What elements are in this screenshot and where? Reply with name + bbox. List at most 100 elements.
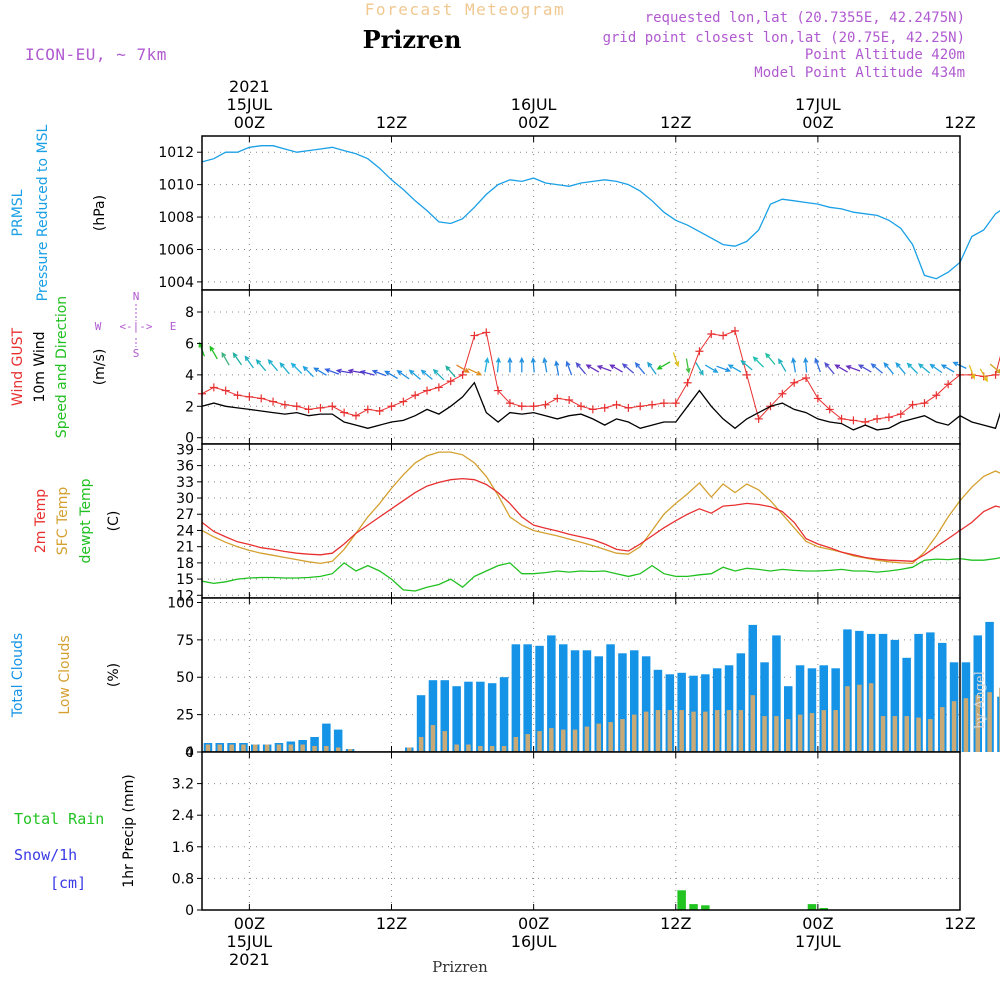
- wind-arrow: [456, 364, 470, 373]
- bar: [241, 744, 246, 752]
- ytick-label: 24: [176, 523, 194, 539]
- top-tick-label: 17JUL: [795, 95, 841, 114]
- ytick-label: 1012: [158, 145, 194, 161]
- wind-arrow: [575, 362, 586, 375]
- bar: [963, 698, 969, 752]
- wind-arrow: [870, 363, 883, 374]
- compass-cross: <-|->: [119, 320, 152, 333]
- series-10m-wind: [201, 381, 1000, 431]
- panel-temp-labels: 2m Temp SFC Temp dewpt Temp (C): [33, 478, 122, 563]
- gust-marker: [505, 399, 514, 408]
- bar: [452, 686, 461, 752]
- gust-marker: [245, 392, 254, 401]
- bar: [525, 734, 530, 752]
- bar: [951, 701, 957, 752]
- chart-footer: Prizren: [432, 958, 488, 976]
- gust-marker: [565, 396, 574, 404]
- gust-marker: [316, 403, 325, 412]
- gust-marker: [730, 326, 739, 335]
- bar: [987, 692, 992, 752]
- gust-marker: [813, 394, 822, 403]
- bar: [819, 908, 828, 910]
- bar: [760, 662, 769, 752]
- bar: [797, 714, 803, 752]
- gust-marker: [908, 400, 917, 409]
- gust-marker: [742, 370, 751, 379]
- bar: [880, 716, 886, 752]
- bar: [726, 710, 732, 752]
- bar: [985, 621, 994, 752]
- bottom-tick-label: 12Z: [944, 914, 975, 933]
- info-requested-lonlat: requested lon,lat (20.7355E, 42.2475N): [645, 10, 965, 26]
- wind-arrow: [565, 360, 573, 376]
- gust-marker: [292, 402, 301, 411]
- bar: [715, 710, 720, 752]
- gust-marker: [896, 410, 905, 419]
- wind-arrow: [857, 364, 872, 373]
- bar: [288, 744, 294, 752]
- bar: [620, 719, 625, 752]
- bottom-tick-label: 2021: [229, 950, 270, 969]
- compass-e: E: [170, 320, 177, 333]
- bar: [786, 719, 791, 752]
- compass-n: N: [133, 290, 140, 303]
- bottom-tick-label: 00Z: [518, 914, 549, 933]
- gust-marker: [624, 403, 633, 412]
- bar: [264, 744, 270, 752]
- bar: [511, 644, 521, 752]
- bar: [938, 642, 947, 752]
- panel-wind-yticks: 0 2 4 6 8: [185, 290, 961, 447]
- panel-pressure-yticks: 1004 1006 1008 1010 1012: [158, 136, 961, 291]
- wind-arrow: [585, 364, 600, 373]
- gust-marker: [529, 402, 538, 411]
- panel-clouds-yticks: 0 25 50 75 100: [167, 595, 961, 761]
- ytick-label: 4: [185, 745, 194, 761]
- panel-clouds: 0 25 50 75 100 Total Clouds Low Clouds (%): [10, 595, 1000, 761]
- bar: [807, 668, 817, 752]
- wind-arrow: [554, 360, 560, 376]
- ytick-label: 1.6: [172, 840, 194, 856]
- bar: [928, 719, 933, 752]
- ytick-label: 6: [185, 336, 194, 352]
- bar: [821, 710, 826, 752]
- wind-arrow: [634, 362, 646, 375]
- ytick-label: 1010: [158, 178, 194, 194]
- bottom-tick-label: 00Z: [802, 914, 833, 933]
- compass-s: S: [133, 347, 140, 360]
- wind-arrow: [656, 361, 671, 370]
- wind-arrow: [519, 356, 525, 373]
- wind-arrow: [255, 358, 267, 372]
- panel-wind-labels: Wind GUST 10m Wind Speed and Direction (m/s…: [10, 296, 108, 438]
- bar: [701, 905, 710, 910]
- bottom-tick-label: 12Z: [660, 914, 691, 933]
- wind-arrow: [695, 362, 704, 376]
- bar: [643, 711, 649, 752]
- panel-pressure-grid: [202, 136, 961, 290]
- compass-w: W: [95, 320, 102, 333]
- gust-marker: [257, 394, 266, 403]
- wind-arrow: [883, 362, 894, 375]
- top-tick-label: 2021: [229, 77, 270, 96]
- precip-side-label: Snow/1h: [14, 846, 77, 864]
- wind-arrow: [845, 365, 861, 372]
- bar: [890, 639, 900, 752]
- gust-marker: [446, 377, 455, 386]
- ytick-label: 36: [176, 459, 194, 475]
- top-tick-label: 12Z: [660, 113, 691, 132]
- bar: [310, 737, 319, 752]
- series-speed-and-direction: [198, 341, 1000, 383]
- bar: [762, 716, 767, 752]
- bar: [748, 624, 757, 752]
- ytick-label: 8: [185, 305, 194, 321]
- bar: [902, 657, 911, 752]
- wind-arrow: [290, 362, 303, 374]
- bar: [819, 665, 828, 752]
- series-wind-gust: [198, 326, 1000, 426]
- bar: [679, 710, 684, 752]
- bar: [736, 653, 746, 752]
- wind-arrow: [647, 361, 657, 375]
- gust-marker: [423, 386, 432, 395]
- ytick-label: 0: [185, 903, 194, 919]
- wind-arrow: [420, 369, 433, 380]
- bar: [442, 731, 447, 752]
